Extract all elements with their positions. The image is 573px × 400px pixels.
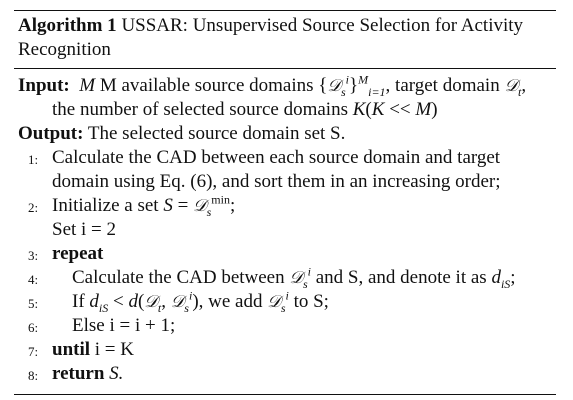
step-text-c: to S; (293, 291, 329, 312)
algorithm-caption: Algorithm 1 USSAR: Unsupervised Source S… (14, 11, 556, 62)
return-keyword: return (52, 363, 105, 384)
step-text: Else i = i + 1; (72, 315, 176, 336)
caption-rule (14, 68, 556, 69)
step-text-b: we add (208, 291, 263, 312)
input-line1-a: M available source domains (99, 75, 314, 96)
step-2: 2: Initialize a set S = 𝒟smin; Set i = 2 (18, 194, 556, 242)
caption-label: Algorithm 1 (18, 15, 117, 36)
step-4: 4: Calculate the CAD between 𝒟si and S, … (28, 264, 516, 291)
step-8: 8: return S. (18, 362, 556, 386)
step-number: 5: (28, 296, 39, 311)
step-text: Calculate the CAD between (72, 267, 285, 288)
caption-title: USSAR: Unsupervised Source Selection for… (18, 15, 524, 60)
step-1: 1: Calculate the CAD between each source… (18, 146, 556, 194)
step-number: 4: (28, 272, 39, 287)
output-section: Output: The selected source domain set S… (18, 122, 556, 146)
step-3: 3: repeat (18, 242, 556, 266)
step-5: 5: If diS < d(𝒟t, 𝒟si), we add 𝒟si to S; (28, 288, 329, 315)
step-text: Calculate the CAD between each source do… (52, 147, 501, 168)
algorithm-body: Input: M M available source domains {𝒟si… (14, 69, 556, 386)
step-number: 6: (28, 320, 39, 335)
step-number: 2: (28, 200, 39, 215)
input-line1-b: target domain (395, 75, 500, 96)
step-text-cont: domain using Eq. (6), and sort them in a… (52, 171, 501, 192)
step-text-b: and S, and denote it as (315, 267, 487, 288)
output-text: The selected source domain set S. (87, 123, 346, 144)
step-number: 7: (28, 344, 39, 359)
step-text: If (72, 291, 85, 312)
input-section: Input: M M available source domains {𝒟si… (18, 72, 527, 120)
bottom-rule (14, 394, 556, 395)
until-keyword: until (52, 339, 91, 360)
top-rule (14, 10, 556, 11)
input-line2: the number of selected source domains (52, 99, 348, 120)
step-text-cont: Set i = 2 (52, 219, 117, 240)
return-value: S. (109, 363, 124, 384)
step-number: 8: (28, 368, 39, 383)
algorithm-block: Algorithm 1 USSAR: Unsupervised Source S… (14, 10, 556, 395)
step-7: 7: until i = K (18, 338, 556, 362)
until-condition: i = K (94, 339, 134, 360)
input-keyword: Input: (18, 75, 70, 96)
step-number: 3: (28, 248, 39, 263)
repeat-keyword: repeat (52, 243, 104, 264)
output-keyword: Output: (18, 123, 84, 144)
step-6: 6: Else i = i + 1; (18, 314, 556, 338)
step-text: Initialize a set (52, 195, 159, 216)
step-number: 1: (28, 152, 39, 167)
